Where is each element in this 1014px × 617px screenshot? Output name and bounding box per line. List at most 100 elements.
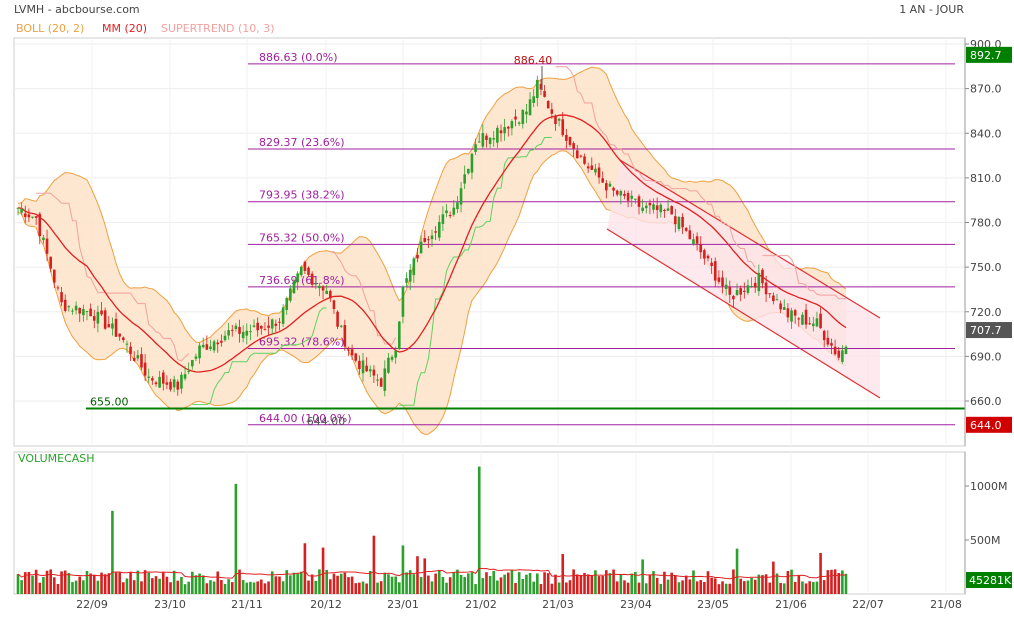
volume-bar	[394, 576, 397, 594]
candle-body	[419, 241, 423, 254]
legend-mm: MM (20)	[102, 22, 147, 35]
candle-body	[488, 137, 492, 144]
volume-bar	[260, 579, 263, 594]
candle-body	[27, 214, 31, 218]
volume-bar	[561, 554, 565, 594]
volume-bar	[670, 572, 673, 594]
volume-bar	[692, 570, 695, 594]
candle-body	[71, 310, 74, 312]
legend-supertrend: SUPERTREND (10, 3)	[161, 22, 275, 35]
volume-bar	[78, 576, 82, 594]
volume-bar	[74, 580, 78, 594]
volume-y-tick-label: 500M	[970, 534, 1001, 547]
candle-body	[670, 206, 673, 215]
bollinger-fill	[18, 67, 846, 435]
candle-body	[717, 277, 721, 282]
candle-body	[249, 331, 252, 333]
candle-body	[724, 284, 728, 289]
candle-body	[270, 319, 274, 329]
candle-body	[176, 381, 180, 390]
candle-body	[307, 267, 310, 275]
volume-bar	[735, 548, 739, 594]
volume-bar	[361, 581, 365, 594]
candle-body	[303, 261, 307, 271]
volume-bar	[554, 574, 557, 594]
candle-body	[201, 344, 205, 348]
candle-body	[31, 216, 34, 218]
y-tick-label: 840.0	[970, 127, 1002, 140]
candle-body	[521, 109, 525, 125]
volume-bar	[430, 581, 434, 594]
candle-body	[118, 333, 121, 337]
candle-body	[583, 156, 586, 164]
candle-body	[804, 309, 808, 325]
candle-body	[241, 331, 245, 339]
candle-body	[205, 344, 209, 350]
candle-body	[358, 360, 361, 370]
volume-bar	[263, 583, 267, 594]
volume-bar	[641, 559, 644, 594]
price-badge-label: 707.7	[970, 324, 1002, 337]
volume-bar	[427, 575, 430, 594]
volume-bar	[459, 574, 463, 594]
candle-body	[554, 115, 557, 125]
candle-body	[191, 359, 194, 367]
candle-body	[427, 239, 430, 241]
volume-bar	[212, 581, 216, 594]
candle-body	[459, 188, 463, 205]
candle-body	[103, 310, 107, 329]
volume-bar	[441, 576, 445, 594]
candle-body	[539, 83, 543, 90]
candle-body	[445, 210, 448, 214]
candle-body	[626, 193, 630, 201]
candle-body	[477, 141, 481, 143]
volume-bar	[510, 570, 514, 594]
volume-bar	[314, 580, 318, 594]
candle-body	[336, 311, 339, 327]
fib-label: 765.32 (50.0%)	[259, 231, 345, 244]
fib-label: 829.37 (23.6%)	[259, 136, 345, 149]
volume-bar	[111, 510, 114, 594]
volume-bar	[169, 582, 172, 594]
volume-bar	[419, 577, 423, 594]
x-tick-label: 23/05	[697, 598, 729, 611]
volume-bar	[20, 580, 23, 594]
candle-body	[292, 280, 296, 294]
volume-bar	[445, 582, 448, 594]
volume-bar	[129, 572, 132, 594]
candle-body	[532, 96, 535, 103]
candle-body	[132, 357, 136, 361]
candle-body	[332, 300, 336, 310]
candle-body	[615, 190, 619, 195]
volume-bar	[198, 573, 201, 594]
volume-bar	[819, 552, 822, 594]
supertrend-up-segment	[192, 307, 327, 406]
volume-bar	[808, 581, 811, 594]
candle-body	[147, 376, 151, 378]
mm20-line	[17, 114, 847, 373]
x-tick-label: 21/06	[775, 598, 807, 611]
volume-bar	[837, 572, 841, 594]
volume-bar	[82, 580, 85, 594]
candle-body	[278, 321, 281, 323]
volume-bar	[452, 572, 456, 594]
volume-bar	[506, 572, 510, 594]
candle-body	[169, 381, 172, 390]
supertrend-down-segment	[555, 66, 756, 269]
volume-bar	[107, 573, 111, 594]
candle-body	[140, 354, 143, 368]
candle-body	[227, 330, 230, 336]
candle-body	[82, 309, 85, 316]
volume-bar	[514, 583, 517, 594]
volume-bar	[619, 574, 623, 594]
volume-bar	[575, 574, 579, 594]
candle-body	[768, 293, 772, 295]
candle-body	[172, 379, 176, 388]
x-tick-label: 21/08	[930, 598, 962, 611]
volume-bar	[92, 574, 96, 594]
volume-bar	[187, 581, 190, 594]
candle-body	[398, 321, 401, 350]
candle-body	[20, 208, 23, 213]
candle-body	[325, 290, 328, 295]
volume-bar	[517, 572, 521, 594]
